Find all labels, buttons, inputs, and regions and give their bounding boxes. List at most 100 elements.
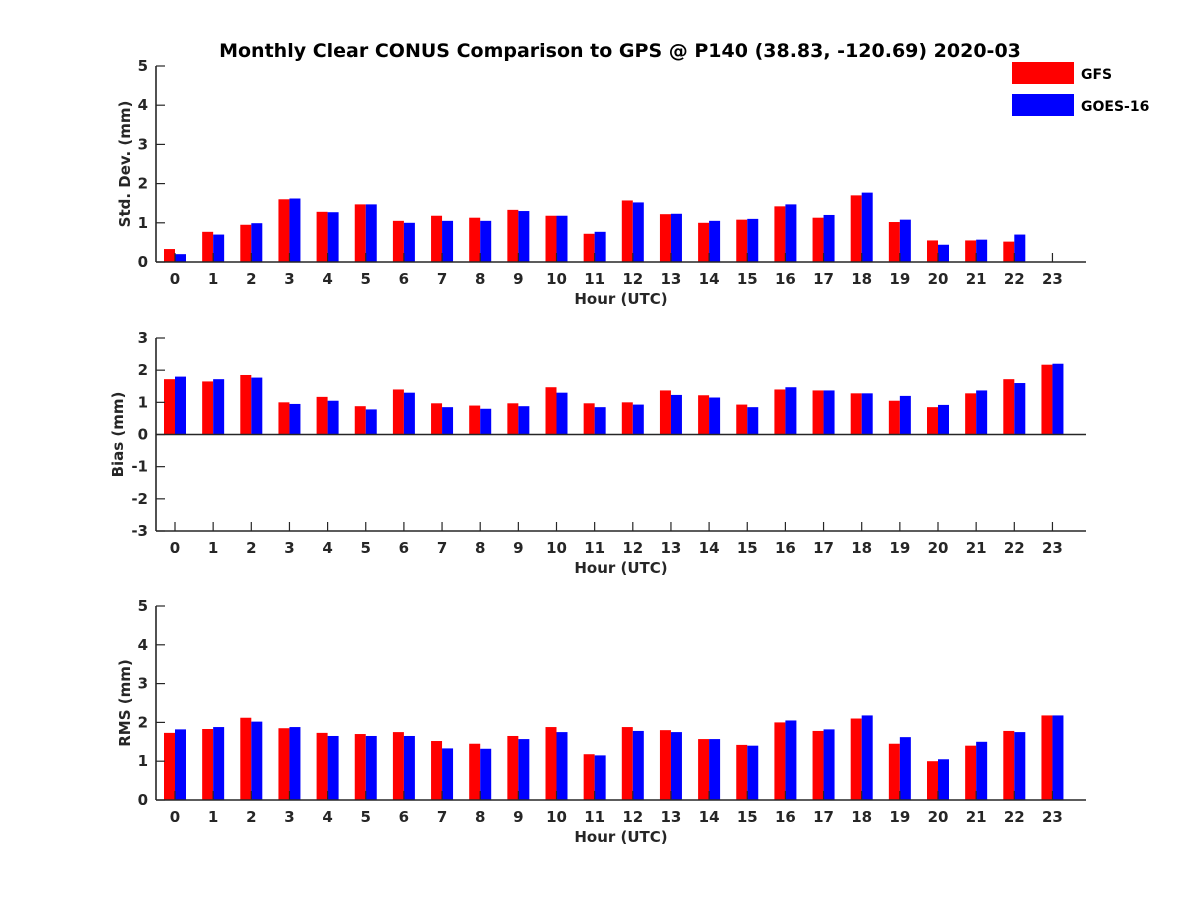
std-dev-bar-goes16-5 bbox=[365, 204, 377, 262]
rms-y-axis-label: RMS (mm) bbox=[116, 659, 134, 746]
rms-x-tick-label: 7 bbox=[437, 808, 447, 826]
rms-bar-gfs-2 bbox=[240, 717, 252, 800]
rms-bar-goes16-22 bbox=[1014, 732, 1026, 800]
rms-bar-gfs-17 bbox=[812, 730, 824, 800]
std-dev-bar-gfs-7 bbox=[431, 215, 443, 262]
rms-bar-goes16-10 bbox=[556, 732, 568, 800]
std-dev-bar-gfs-9 bbox=[507, 209, 519, 262]
std-dev-bar-gfs-22 bbox=[1003, 241, 1015, 262]
bias-bar-gfs-17 bbox=[812, 390, 824, 435]
bias-x-tick-label: 10 bbox=[546, 539, 567, 557]
rms-bar-goes16-11 bbox=[594, 755, 606, 800]
rms-bar-gfs-21 bbox=[965, 745, 977, 800]
rms-y-tick-label: 4 bbox=[138, 636, 148, 654]
std-dev-bar-goes16-14 bbox=[709, 220, 721, 262]
bias-bar-gfs-2 bbox=[240, 374, 252, 435]
bias-x-tick-label: 8 bbox=[475, 539, 485, 557]
std-dev-bar-goes16-17 bbox=[823, 214, 835, 262]
legend-label-goes16: GOES-16 bbox=[1081, 99, 1149, 115]
bias-x-tick-label: 4 bbox=[322, 539, 332, 557]
std-dev-x-tick-label: 19 bbox=[889, 270, 910, 288]
rms-bar-goes16-17 bbox=[823, 729, 835, 800]
bias-bar-goes16-9 bbox=[518, 406, 530, 435]
bias-y-tick-label: -1 bbox=[131, 458, 148, 476]
std-dev-x-tick-label: 8 bbox=[475, 270, 485, 288]
rms-bar-gfs-3 bbox=[278, 728, 290, 800]
rms-bar-gfs-12 bbox=[621, 727, 633, 800]
bias-x-tick-label: 21 bbox=[966, 539, 987, 557]
rms-bar-goes16-20 bbox=[938, 759, 949, 800]
bias-bar-goes16-2 bbox=[251, 377, 263, 435]
rms-bar-goes16-13 bbox=[670, 732, 682, 800]
std-dev-bar-goes16-10 bbox=[556, 215, 568, 262]
rms-bar-goes16-9 bbox=[518, 739, 530, 800]
std-dev-x-tick-label: 2 bbox=[246, 270, 256, 288]
rms-y-tick-label: 5 bbox=[138, 597, 148, 615]
bias-bar-gfs-11 bbox=[583, 403, 595, 435]
rms-bar-gfs-4 bbox=[316, 732, 328, 800]
std-dev-bar-gfs-18 bbox=[850, 195, 862, 262]
std-dev-x-tick-label: 0 bbox=[170, 270, 180, 288]
std-dev-bar-gfs-11 bbox=[583, 233, 595, 262]
rms-x-tick-label: 5 bbox=[361, 808, 371, 826]
rms-x-tick-label: 17 bbox=[813, 808, 834, 826]
rms-x-tick-label: 20 bbox=[928, 808, 949, 826]
rms-y-tick-label: 2 bbox=[138, 713, 148, 731]
std-dev-x-tick-label: 14 bbox=[699, 270, 720, 288]
bias-bar-gfs-4 bbox=[316, 396, 328, 435]
rms-x-tick-label: 2 bbox=[246, 808, 256, 826]
figure-title: Monthly Clear CONUS Comparison to GPS @ … bbox=[219, 40, 1021, 62]
std-dev-x-tick-label: 6 bbox=[399, 270, 409, 288]
bias-x-tick-label: 15 bbox=[737, 539, 758, 557]
bias-bar-goes16-16 bbox=[785, 387, 797, 435]
std-dev-bar-goes16-16 bbox=[785, 204, 797, 262]
bias-bar-goes16-3 bbox=[289, 403, 301, 435]
bias-bar-gfs-15 bbox=[736, 404, 748, 435]
rms-bar-goes16-16 bbox=[785, 720, 797, 800]
std-dev-bar-goes16-15 bbox=[747, 218, 759, 262]
bias-bar-gfs-1 bbox=[202, 381, 214, 435]
bias-bar-gfs-22 bbox=[1003, 379, 1015, 435]
bias-bar-goes16-21 bbox=[976, 390, 988, 435]
bias-bar-gfs-3 bbox=[278, 402, 290, 435]
bias-bar-gfs-13 bbox=[659, 390, 671, 435]
std-dev-bar-goes16-4 bbox=[327, 212, 339, 262]
rms-x-tick-label: 0 bbox=[170, 808, 180, 826]
bias-x-tick-label: 7 bbox=[437, 539, 447, 557]
bias-bar-gfs-7 bbox=[431, 403, 443, 435]
std-dev-bar-gfs-10 bbox=[545, 215, 557, 262]
bias-x-tick-label: 13 bbox=[661, 539, 682, 557]
std-dev-x-tick-label: 17 bbox=[813, 270, 834, 288]
std-dev-y-tick-label: 5 bbox=[138, 57, 148, 75]
bias-bar-goes16-5 bbox=[365, 409, 377, 435]
rms-y-tick-label: 1 bbox=[138, 752, 148, 770]
std-dev-x-tick-label: 11 bbox=[584, 270, 605, 288]
rms-bar-goes16-1 bbox=[213, 727, 225, 800]
bias-bar-gfs-21 bbox=[965, 393, 977, 435]
bias-y-tick-label: -2 bbox=[131, 490, 148, 508]
rms-bar-gfs-1 bbox=[202, 729, 214, 800]
std-dev-bar-goes16-9 bbox=[518, 211, 530, 262]
std-dev-x-tick-label: 1 bbox=[208, 270, 218, 288]
bias-bar-gfs-8 bbox=[469, 405, 481, 435]
std-dev-bar-goes16-18 bbox=[861, 192, 873, 262]
bias-bar-goes16-22 bbox=[1014, 383, 1026, 435]
bias-x-tick-label: 18 bbox=[851, 539, 872, 557]
bias-bar-goes16-12 bbox=[632, 404, 644, 435]
std-dev-bar-gfs-12 bbox=[621, 200, 633, 262]
rms-bar-gfs-13 bbox=[659, 730, 671, 800]
std-dev-x-tick-label: 20 bbox=[928, 270, 949, 288]
bias-x-tick-label: 17 bbox=[813, 539, 834, 557]
bias-bar-goes16-14 bbox=[709, 397, 721, 435]
rms-bar-goes16-8 bbox=[480, 748, 492, 800]
std-dev-bar-gfs-6 bbox=[392, 220, 404, 262]
std-dev-bar-goes16-22 bbox=[1014, 234, 1026, 262]
std-dev-bar-gfs-20 bbox=[927, 240, 938, 262]
bias-x-tick-label: 9 bbox=[513, 539, 523, 557]
rms-bar-gfs-20 bbox=[927, 761, 938, 800]
bias-bar-goes16-18 bbox=[861, 393, 873, 435]
rms-x-tick-label: 6 bbox=[399, 808, 409, 826]
std-dev-x-tick-label: 3 bbox=[284, 270, 294, 288]
std-dev-y-tick-label: 1 bbox=[138, 214, 148, 232]
